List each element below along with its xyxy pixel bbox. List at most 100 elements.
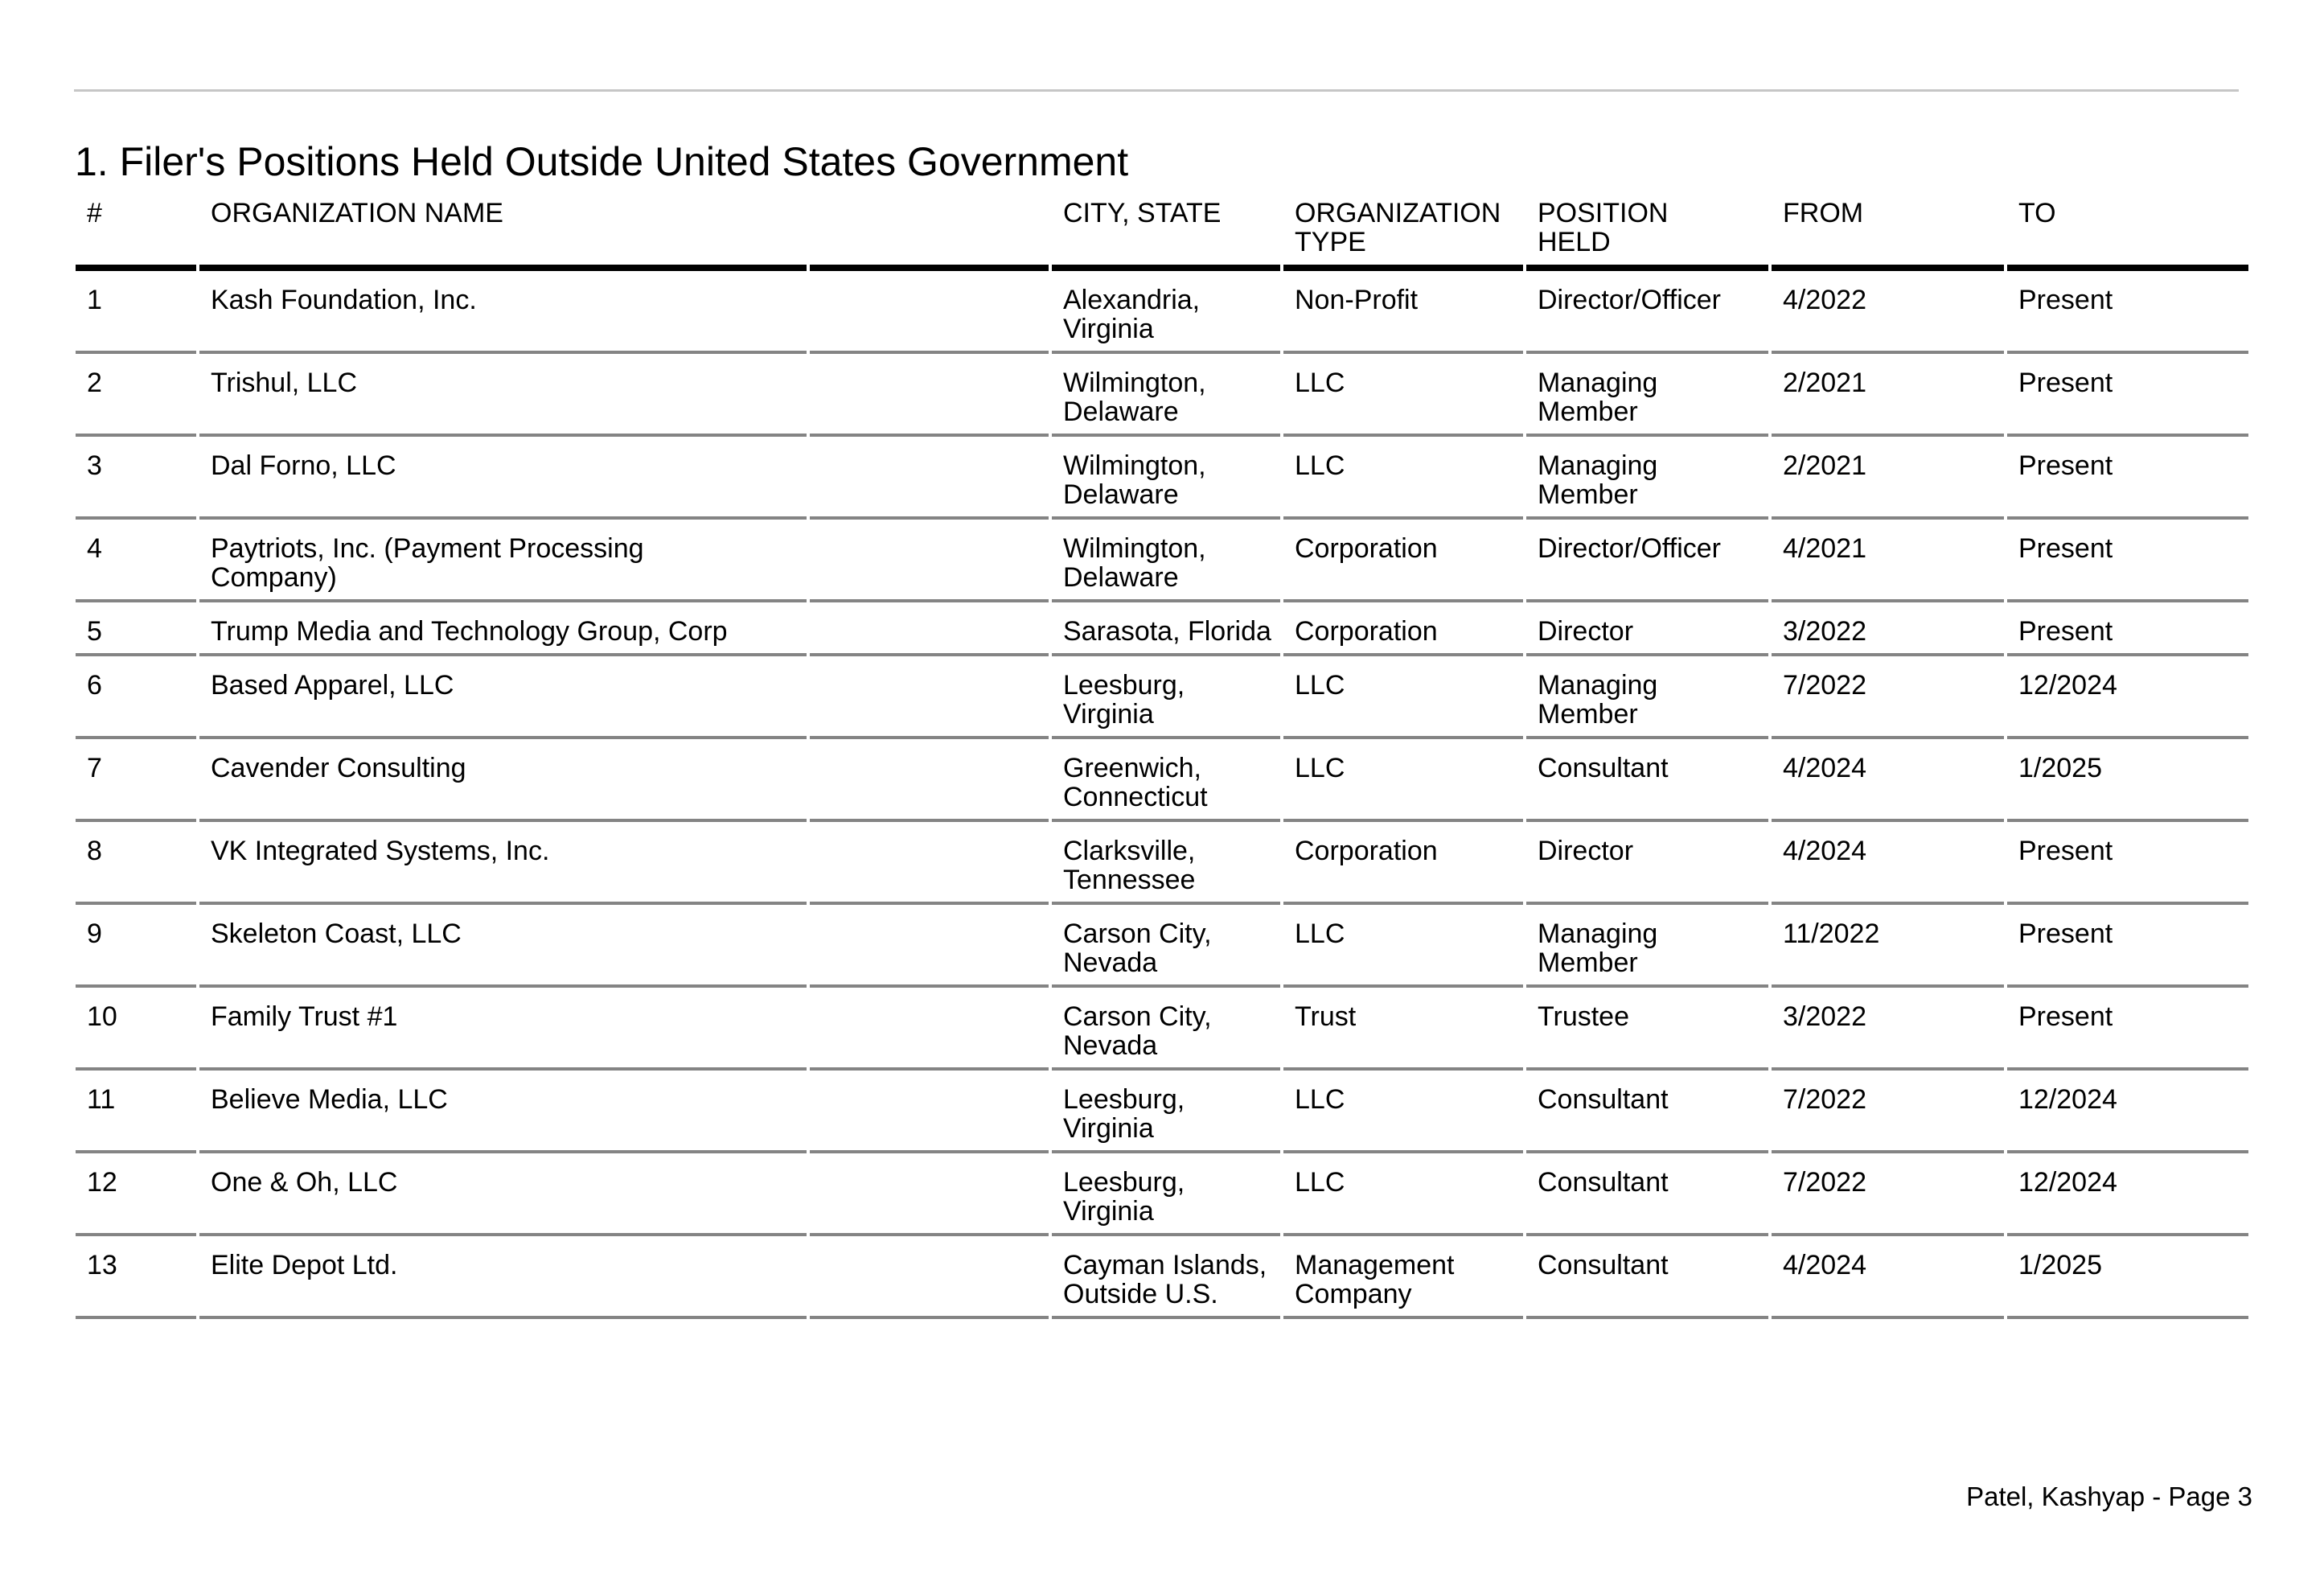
cell-position_held: Managing Member: [1526, 905, 1768, 988]
cell-organization_type: Management Company: [1283, 1236, 1523, 1319]
table-row: 2 Trishul, LLC Wilmington, Delaware LLC Mana…: [76, 354, 2248, 437]
page-footer: Patel, Kashyap - Page 3: [1966, 1482, 2252, 1511]
cell-organization_type: Corporation: [1283, 822, 1523, 905]
cell-organization_name: Kash Foundation, Inc.: [199, 271, 807, 354]
table-header: # ORGANIZATION NAME CITY, STATE ORGANIZATIO…: [76, 199, 2248, 271]
cell-organization_type: LLC: [1283, 1153, 1523, 1236]
cell-from: 3/2022: [1772, 602, 2004, 656]
table-row: 13 Elite Depot Ltd. Cayman Islands, Outsid…: [76, 1236, 2248, 1319]
cell-to: Present: [2007, 520, 2248, 602]
cell-spacer: [810, 271, 1049, 354]
cell-position_held: Director: [1526, 822, 1768, 905]
cell-to: Present: [2007, 988, 2248, 1071]
column-header-to: TO: [2007, 199, 2248, 271]
column-header-organization_type: ORGANIZATION TYPE: [1283, 199, 1523, 271]
cell-organization_name: One & Oh, LLC: [199, 1153, 807, 1236]
cell-spacer: [810, 656, 1049, 739]
cell-city_state: Sarasota, Florida: [1052, 602, 1280, 656]
cell-to: 1/2025: [2007, 1236, 2248, 1319]
cell-from: 11/2022: [1772, 905, 2004, 988]
cell-num: 9: [76, 905, 196, 988]
cell-spacer: [810, 822, 1049, 905]
cell-position_held: Consultant: [1526, 1153, 1768, 1236]
cell-num: 4: [76, 520, 196, 602]
cell-position_held: Director/Officer: [1526, 271, 1768, 354]
table-row: 4 Paytriots, Inc. (Payment Processing Com…: [76, 520, 2248, 602]
cell-to: Present: [2007, 602, 2248, 656]
cell-from: 7/2022: [1772, 1153, 2004, 1236]
cell-num: 6: [76, 656, 196, 739]
cell-spacer: [810, 739, 1049, 822]
cell-city_state: Leesburg, Virginia: [1052, 656, 1280, 739]
cell-to: Present: [2007, 822, 2248, 905]
cell-from: 4/2024: [1772, 822, 2004, 905]
cell-organization_name: Paytriots, Inc. (Payment Processing Comp…: [199, 520, 807, 602]
column-header-spacer: [810, 199, 1049, 271]
cell-to: 12/2024: [2007, 1071, 2248, 1153]
column-header-organization_name: ORGANIZATION NAME: [199, 199, 807, 271]
cell-organization_name: Based Apparel, LLC: [199, 656, 807, 739]
cell-spacer: [810, 1071, 1049, 1153]
cell-city_state: Cayman Islands, Outside U.S.: [1052, 1236, 1280, 1319]
cell-from: 4/2024: [1772, 739, 2004, 822]
cell-organization_name: Believe Media, LLC: [199, 1071, 807, 1153]
cell-organization_type: LLC: [1283, 739, 1523, 822]
cell-position_held: Consultant: [1526, 1236, 1768, 1319]
cell-organization_type: Trust: [1283, 988, 1523, 1071]
cell-city_state: Carson City, Nevada: [1052, 988, 1280, 1071]
cell-organization_type: LLC: [1283, 1071, 1523, 1153]
cell-organization_name: Trump Media and Technology Group, Corp: [199, 602, 807, 656]
cell-city_state: Wilmington, Delaware: [1052, 520, 1280, 602]
cell-position_held: Managing Member: [1526, 354, 1768, 437]
cell-city_state: Alexandria, Virginia: [1052, 271, 1280, 354]
cell-organization_type: Corporation: [1283, 520, 1523, 602]
cell-position_held: Director/Officer: [1526, 520, 1768, 602]
cell-spacer: [810, 905, 1049, 988]
cell-num: 11: [76, 1071, 196, 1153]
table-body: 1 Kash Foundation, Inc. Alexandria, Virgin…: [76, 271, 2248, 1319]
cell-num: 7: [76, 739, 196, 822]
cell-position_held: Director: [1526, 602, 1768, 656]
page-title: 1. Filer's Positions Held Outside United…: [75, 138, 1129, 184]
cell-to: Present: [2007, 437, 2248, 520]
table-row: 5 Trump Media and Technology Group, Corp S…: [76, 602, 2248, 656]
cell-spacer: [810, 437, 1049, 520]
cell-position_held: Consultant: [1526, 1071, 1768, 1153]
cell-from: 2/2021: [1772, 354, 2004, 437]
column-header-num: #: [76, 199, 196, 271]
cell-to: 12/2024: [2007, 1153, 2248, 1236]
cell-city_state: Wilmington, Delaware: [1052, 437, 1280, 520]
cell-num: 2: [76, 354, 196, 437]
cell-city_state: Leesburg, Virginia: [1052, 1153, 1280, 1236]
cell-to: 1/2025: [2007, 739, 2248, 822]
cell-from: 7/2022: [1772, 1071, 2004, 1153]
table-row: 3 Dal Forno, LLC Wilmington, Delaware LLC Ma…: [76, 437, 2248, 520]
cell-organization_name: VK Integrated Systems, Inc.: [199, 822, 807, 905]
cell-city_state: Leesburg, Virginia: [1052, 1071, 1280, 1153]
cell-to: Present: [2007, 354, 2248, 437]
table-header-row: # ORGANIZATION NAME CITY, STATE ORGANIZATIO…: [76, 199, 2248, 271]
cell-city_state: Carson City, Nevada: [1052, 905, 1280, 988]
cell-from: 4/2021: [1772, 520, 2004, 602]
cell-num: 5: [76, 602, 196, 656]
table-row: 8 VK Integrated Systems, Inc. Clarksville,…: [76, 822, 2248, 905]
cell-organization_name: Trishul, LLC: [199, 354, 807, 437]
cell-position_held: Trustee: [1526, 988, 1768, 1071]
table-row: 9 Skeleton Coast, LLC Carson City, Nevada L…: [76, 905, 2248, 988]
cell-organization_type: Non-Profit: [1283, 271, 1523, 354]
cell-spacer: [810, 1236, 1049, 1319]
cell-organization_type: LLC: [1283, 656, 1523, 739]
cell-to: Present: [2007, 905, 2248, 988]
cell-from: 3/2022: [1772, 988, 2004, 1071]
table-row: 12 One & Oh, LLC Leesburg, Virginia LLC Cons…: [76, 1153, 2248, 1236]
cell-city_state: Wilmington, Delaware: [1052, 354, 1280, 437]
cell-spacer: [810, 520, 1049, 602]
cell-city_state: Clarksville, Tennessee: [1052, 822, 1280, 905]
positions-table: # ORGANIZATION NAME CITY, STATE ORGANIZATIO…: [72, 199, 2252, 1319]
cell-to: Present: [2007, 271, 2248, 354]
cell-position_held: Managing Member: [1526, 656, 1768, 739]
cell-spacer: [810, 354, 1049, 437]
cell-organization_name: Dal Forno, LLC: [199, 437, 807, 520]
cell-position_held: Consultant: [1526, 739, 1768, 822]
cell-organization_name: Elite Depot Ltd.: [199, 1236, 807, 1319]
